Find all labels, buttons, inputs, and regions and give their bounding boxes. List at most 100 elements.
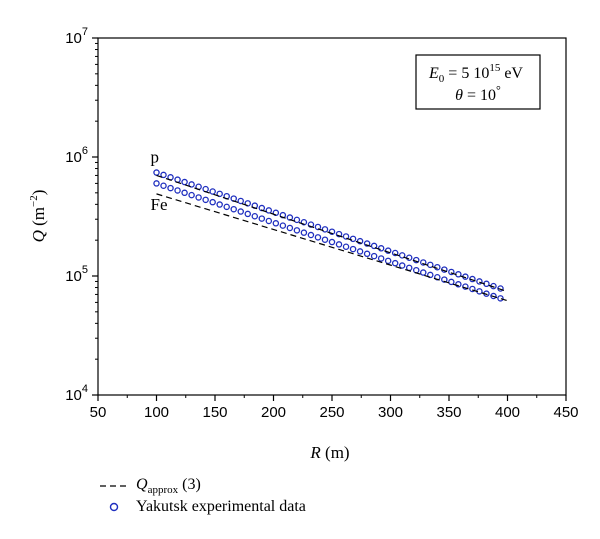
data-point-p: [153, 169, 160, 176]
y-axis: 104 105 106 107: [65, 26, 98, 404]
annotation-angle: θ = 10°: [455, 83, 501, 104]
data-point-p: [188, 181, 195, 188]
data-point-fe: [293, 227, 301, 234]
y-tick-label: 107: [65, 26, 88, 47]
data-point-fe: [160, 182, 167, 189]
data-point-fe: [321, 236, 329, 243]
data-point-fe: [209, 198, 216, 206]
data-point-p: [265, 207, 273, 214]
x-tick-label: 200: [261, 404, 286, 421]
annotation-energy: E0 = 5 1015 eV: [428, 62, 523, 85]
data-point-fe: [195, 194, 202, 201]
data-point-fe: [377, 255, 385, 262]
data-point-fe: [412, 266, 420, 274]
data-point-fe: [167, 184, 174, 192]
data-point-fe: [398, 262, 406, 269]
y-axis-title: Q (m−2): [28, 190, 48, 243]
data-point-fe: [223, 203, 230, 211]
y-tick-label: 105: [65, 264, 88, 285]
x-tick-label: 400: [495, 404, 520, 421]
data-point-p: [300, 219, 308, 226]
x-tick-label: 300: [378, 404, 403, 421]
data-point-fe: [181, 189, 188, 197]
data-point-p: [476, 278, 483, 285]
data-point-p: [356, 237, 364, 245]
approx-line-fe: [156, 193, 508, 302]
annotation-box: E0 = 5 1015 eV θ = 10°: [415, 54, 541, 110]
data-point-fe: [314, 234, 322, 241]
data-point-p: [377, 245, 385, 252]
data-point-p: [370, 242, 378, 250]
data-point-fe: [391, 259, 399, 267]
data-point-p: [216, 190, 223, 198]
data-point-fe: [448, 278, 455, 286]
open-circle-icon: [98, 500, 132, 514]
data-point-fe: [384, 257, 392, 265]
data-point-fe: [153, 180, 160, 187]
x-axis-title: R (m): [309, 443, 349, 462]
data-point-fe: [188, 191, 195, 199]
legend-item-data: Yakutsk experimental data: [98, 498, 306, 516]
legend-label-approx: Qapprox (3): [136, 476, 201, 497]
data-point-p: [328, 228, 336, 235]
curve-label-p: p: [151, 147, 160, 166]
data-point-p: [497, 285, 504, 292]
data-point-fe: [349, 245, 357, 253]
data-point-p: [342, 233, 350, 240]
data-point-p: [391, 249, 399, 257]
data-point-fe: [427, 271, 434, 279]
data-point-fe: [174, 187, 181, 194]
data-point-fe: [272, 220, 280, 227]
data-point-fe: [370, 252, 378, 260]
data-point-fe: [455, 281, 462, 288]
data-point-p: [321, 226, 329, 233]
data-point-fe: [258, 215, 266, 222]
data-point-fe: [230, 205, 237, 213]
x-tick-label: 450: [553, 404, 578, 421]
data-point-fe: [237, 208, 244, 215]
data-point-fe: [420, 269, 427, 276]
data-point-fe: [286, 224, 294, 232]
data-point-fe: [363, 250, 371, 258]
data-point-p: [314, 223, 322, 231]
data-point-p: [448, 268, 455, 276]
data-point-fe: [251, 212, 259, 220]
data-point-p: [293, 216, 301, 224]
data-point-fe: [441, 276, 448, 283]
data-point-p: [202, 185, 209, 193]
legend-label-data: Yakutsk experimental data: [136, 498, 306, 515]
x-tick-label: 350: [436, 404, 461, 421]
x-tick-label: 250: [319, 404, 344, 421]
y-tick-label: 104: [65, 383, 88, 404]
data-point-fe: [300, 229, 308, 236]
data-point-p: [307, 221, 315, 228]
data-point-fe: [497, 295, 504, 302]
x-tick-label: 150: [202, 404, 227, 421]
data-point-p: [160, 171, 167, 179]
data-point-fe: [202, 196, 209, 204]
data-point-p: [237, 197, 244, 205]
data-point-fe: [335, 241, 343, 248]
data-point-fe: [216, 201, 223, 208]
series-layer: [153, 169, 508, 302]
data-point-fe: [279, 222, 287, 229]
data-point-fe: [307, 231, 315, 239]
data-point-p: [181, 178, 188, 186]
x-tick-label: 100: [144, 404, 169, 421]
data-point-p: [405, 254, 413, 261]
data-point-p: [363, 240, 371, 247]
dashed-line-icon: [98, 479, 132, 493]
data-point-fe: [356, 248, 364, 255]
approx-line-p: [156, 174, 508, 293]
data-point-fe: [265, 217, 273, 225]
y-tick-label: 106: [65, 145, 88, 166]
data-point-fe: [328, 238, 336, 246]
x-axis: 50 100 150 200 250 300 350 400 450: [90, 395, 579, 421]
data-point-p: [209, 188, 216, 195]
data-point-p: [469, 275, 476, 283]
data-point-p: [335, 230, 343, 238]
data-point-fe: [342, 243, 350, 250]
data-point-p: [349, 235, 357, 243]
curve-label-fe: Fe: [151, 195, 168, 214]
